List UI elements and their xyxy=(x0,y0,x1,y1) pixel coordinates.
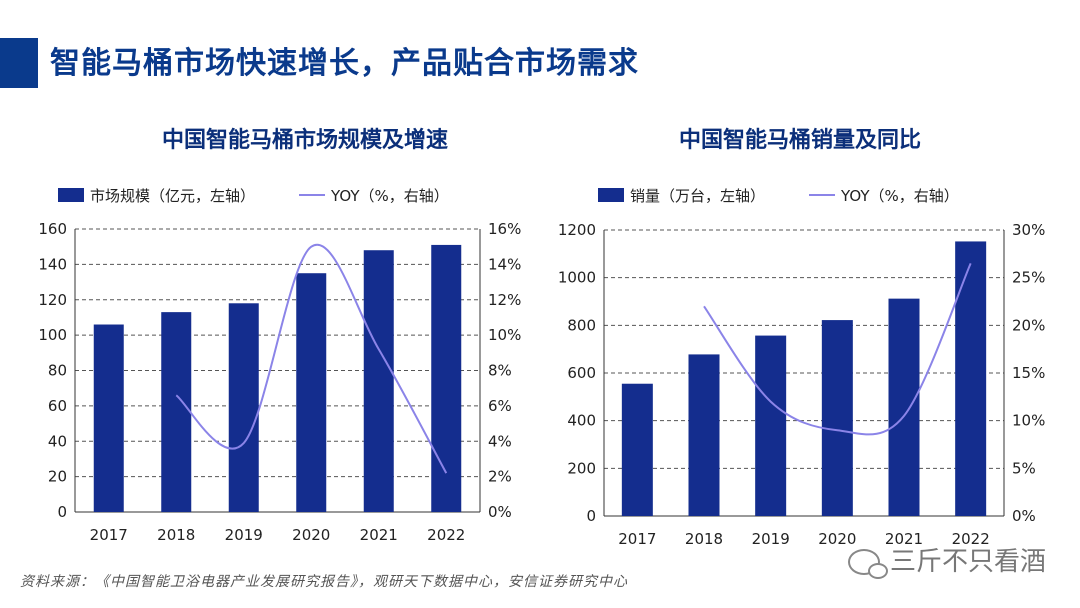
legend-line-swatch xyxy=(809,194,836,196)
chart-title-sales: 中国智能马桶销量及同比 xyxy=(678,128,921,153)
y-tick-label: 600 xyxy=(567,364,596,382)
bar-2019 xyxy=(755,335,787,516)
x-tick-label: 2021 xyxy=(885,530,923,548)
y-tick-label: 0 xyxy=(586,507,596,525)
legend-line-swatch xyxy=(299,194,326,196)
bar-2018 xyxy=(688,354,720,516)
y2-tick-label: 20% xyxy=(1012,316,1045,334)
y2-tick-label: 30% xyxy=(1012,221,1045,239)
y-tick-label: 60 xyxy=(48,397,67,415)
x-tick-label: 2017 xyxy=(618,530,656,548)
y2-tick-label: 6% xyxy=(488,397,512,415)
x-tick-label: 2021 xyxy=(360,526,398,544)
legend-bar-label: 市场规模（亿元，左轴） xyxy=(90,186,256,205)
y2-tick-label: 15% xyxy=(1012,364,1045,382)
y-tick-label: 20 xyxy=(48,468,67,486)
bar-2017 xyxy=(621,383,653,516)
y2-tick-label: 10% xyxy=(488,326,521,344)
bar-2021 xyxy=(363,250,394,512)
bar-2020 xyxy=(821,320,853,516)
x-tick-label: 2020 xyxy=(292,526,330,544)
yoy-line xyxy=(703,262,972,436)
y-tick-label: 1200 xyxy=(558,221,596,239)
bar-2019 xyxy=(228,303,259,512)
y-tick-label: 120 xyxy=(38,291,67,309)
y2-tick-label: 0% xyxy=(1012,507,1036,525)
x-tick-label: 2017 xyxy=(90,526,128,544)
legend-line-label: YOY（%，右轴） xyxy=(331,186,449,205)
yoy-line xyxy=(175,243,448,474)
y2-tick-label: 14% xyxy=(488,255,521,273)
bar-2020 xyxy=(296,273,327,512)
x-tick-label: 2020 xyxy=(818,530,856,548)
source-note: 资料来源：《中国智能卫浴电器产业发展研究报告》，观研天下数据中心，安信证券研究中… xyxy=(20,574,628,590)
y-tick-label: 100 xyxy=(38,326,67,344)
y2-tick-label: 16% xyxy=(488,220,521,238)
title-accent-bar xyxy=(0,38,38,88)
y-tick-label: 80 xyxy=(48,362,67,380)
chart-title-market-size: 中国智能马桶市场规模及增速 xyxy=(161,128,448,153)
legend-market-size: 市场规模（亿元，左轴） YOY（%，右轴） xyxy=(58,183,449,207)
bar-2018 xyxy=(161,312,192,512)
y2-tick-label: 8% xyxy=(488,362,512,380)
legend-line-label: YOY（%，右轴） xyxy=(841,186,959,205)
watermark-text: 三斤不只看酒 xyxy=(889,547,1046,577)
y2-tick-label: 25% xyxy=(1012,269,1045,287)
bar-2017 xyxy=(93,324,124,512)
watermark: 三斤不只看酒 xyxy=(847,544,1046,580)
y-tick-label: 140 xyxy=(38,255,67,273)
y2-tick-label: 10% xyxy=(1012,412,1045,430)
x-tick-label: 2022 xyxy=(427,526,465,544)
x-tick-label: 2018 xyxy=(157,526,195,544)
y-tick-label: 200 xyxy=(567,459,596,477)
x-tick-label: 2022 xyxy=(952,530,990,548)
y-tick-label: 40 xyxy=(48,432,67,450)
wechat-icon xyxy=(847,549,888,579)
legend-sales: 销量（万台，左轴） YOY（%，右轴） xyxy=(598,183,959,207)
chart-sales: 0 200 400 600 800 1000 1200 0% 5% 10% 15% 20% 25% 30%… xyxy=(558,221,1046,548)
x-tick-label: 2019 xyxy=(225,526,263,544)
bar-2022 xyxy=(955,241,987,516)
legend-bar-label: 销量（万台，左轴） xyxy=(630,186,766,205)
y-tick-label: 400 xyxy=(567,412,596,430)
page-title: 智能马桶市场快速增长，产品贴合市场需求 xyxy=(50,46,639,81)
chart-market-size: 0 20 40 60 80 100 120 140 160 0% 2% 4% 6% 8% 10% 12% 14%… xyxy=(38,220,521,544)
legend-bar-swatch xyxy=(598,188,624,202)
bar-2022 xyxy=(431,244,462,512)
x-tick-label: 2019 xyxy=(752,530,790,548)
y2-tick-label: 2% xyxy=(488,468,512,486)
legend-bar-swatch xyxy=(58,188,84,202)
bar-2021 xyxy=(888,298,920,516)
y-tick-label: 160 xyxy=(38,220,67,238)
y-tick-label: 0 xyxy=(57,503,67,521)
y-tick-label: 800 xyxy=(567,316,596,334)
y2-tick-label: 4% xyxy=(488,432,512,450)
x-tick-label: 2018 xyxy=(685,530,723,548)
y2-tick-label: 5% xyxy=(1012,459,1036,477)
y-tick-label: 1000 xyxy=(558,269,596,287)
y2-tick-label: 0% xyxy=(488,503,512,521)
y2-tick-label: 12% xyxy=(488,291,521,309)
